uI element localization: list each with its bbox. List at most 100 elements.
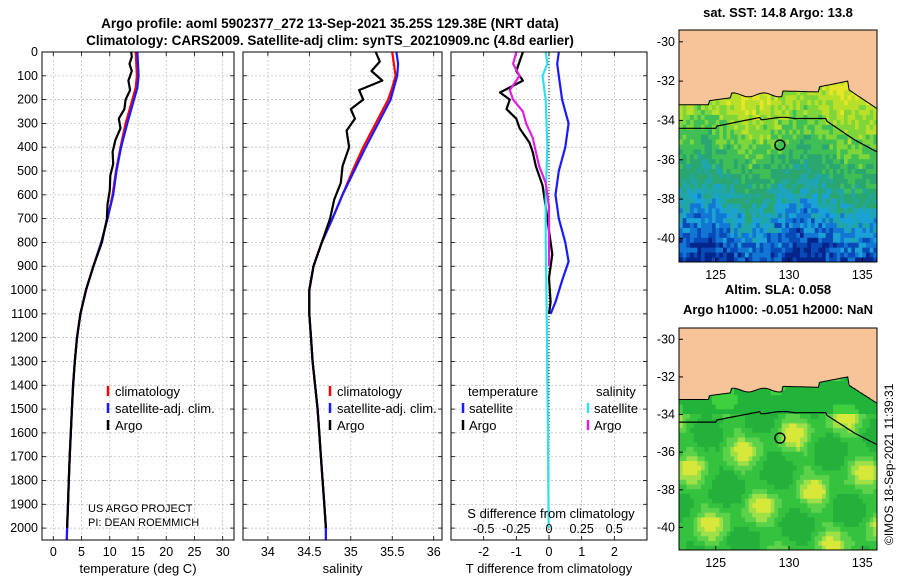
ocean-cell (759, 252, 764, 258)
ocean-cell (690, 404, 695, 410)
ocean-cell (767, 129, 772, 135)
ocean-cell (715, 163, 720, 170)
ocean-cell (708, 144, 713, 150)
x-axis-label: T difference from climatology (466, 561, 633, 576)
ocean-cell (807, 94, 812, 101)
ocean-cell (712, 493, 717, 499)
x-tick-label-s: 0.5 (606, 522, 623, 536)
ocean-cell (796, 124, 801, 130)
ocean-cell (693, 168, 698, 174)
ocean-cell (866, 451, 871, 457)
ocean-cell (858, 392, 863, 396)
ocean-cell (730, 521, 735, 527)
ocean-cell (807, 198, 812, 204)
ocean-cell (833, 394, 838, 400)
ocean-cell (734, 114, 739, 120)
ocean-cell (778, 474, 783, 480)
ocean-cell (686, 237, 691, 243)
ocean-cell (693, 104, 698, 111)
ocean-cell (866, 109, 871, 115)
ocean-cell (767, 517, 772, 523)
ocean-cell (770, 423, 775, 429)
ocean-cell (708, 408, 713, 414)
ocean-cell (781, 198, 786, 204)
ocean-cell (690, 134, 695, 140)
ocean-cell (701, 432, 706, 438)
ocean-cell (715, 423, 720, 429)
ocean-cell (807, 114, 812, 120)
ocean-cell (763, 168, 768, 174)
ocean-cell (781, 427, 786, 433)
ocean-cell (847, 257, 852, 262)
ocean-cell (767, 418, 772, 424)
ocean-cell (730, 109, 735, 115)
ocean-cell (803, 158, 808, 165)
ocean-cell (803, 488, 808, 494)
ocean-cell (756, 168, 761, 174)
ocean-cell (792, 227, 797, 233)
ocean-cell (800, 124, 805, 130)
ocean-cell (807, 257, 812, 262)
ocean-cell (796, 479, 801, 485)
ocean-cell (873, 512, 877, 518)
ocean-cell (752, 217, 757, 224)
ocean-cell (723, 168, 728, 174)
ocean-cell (822, 85, 827, 91)
ocean-cell (745, 99, 750, 106)
ocean-cell (752, 119, 757, 125)
ocean-cell (866, 545, 871, 550)
ocean-cell (737, 158, 742, 165)
ocean-cell (789, 470, 794, 476)
ocean-cell (866, 413, 871, 419)
ocean-cell (847, 148, 852, 155)
ocean-cell (774, 526, 779, 532)
ocean-cell (719, 104, 724, 111)
ocean-cell (858, 455, 863, 462)
ocean-cell (818, 173, 823, 179)
ocean-cell (770, 474, 775, 480)
ocean-cell (866, 232, 871, 238)
ocean-cell (829, 470, 834, 476)
ocean-cell (844, 119, 849, 125)
ocean-cell (737, 99, 742, 106)
ocean-cell (741, 104, 746, 111)
ocean-cell (756, 104, 761, 111)
ocean-cell (763, 158, 768, 165)
legend-label: climatology (337, 384, 403, 399)
ocean-cell (814, 119, 819, 125)
ocean-cell (690, 104, 695, 111)
ocean-cell (807, 488, 812, 494)
ocean-cell (789, 188, 794, 194)
ocean-cell (719, 507, 724, 513)
ocean-cell (836, 455, 841, 462)
ocean-cell (873, 413, 877, 419)
ocean-cell (789, 386, 794, 391)
ocean-cell (741, 193, 746, 199)
legend-label: Argo (337, 418, 364, 433)
ocean-cell (686, 168, 691, 174)
ocean-cell (785, 104, 790, 111)
ocean-cell (829, 173, 834, 179)
ocean-cell (767, 257, 772, 262)
ocean-cell (796, 207, 801, 214)
ocean-cell (686, 488, 691, 494)
ocean-cell (759, 404, 764, 410)
ocean-cell (701, 413, 706, 419)
ocean-cell (844, 437, 849, 443)
ocean-cell (803, 232, 808, 238)
ocean-cell (792, 232, 797, 238)
ocean-cell (763, 526, 768, 532)
ocean-cell (789, 119, 794, 125)
ocean-cell (693, 535, 698, 541)
ocean-cell (785, 183, 790, 189)
ocean-cell (862, 418, 867, 424)
ocean-cell (774, 153, 779, 160)
ocean-cell (719, 394, 724, 396)
ocean-cell (844, 178, 849, 184)
ocean-cell (693, 404, 698, 410)
ocean-cell (726, 423, 731, 429)
ocean-cell (748, 109, 753, 115)
ocean-cell (734, 540, 739, 546)
ocean-cell (862, 460, 867, 466)
ocean-cell (686, 474, 691, 480)
